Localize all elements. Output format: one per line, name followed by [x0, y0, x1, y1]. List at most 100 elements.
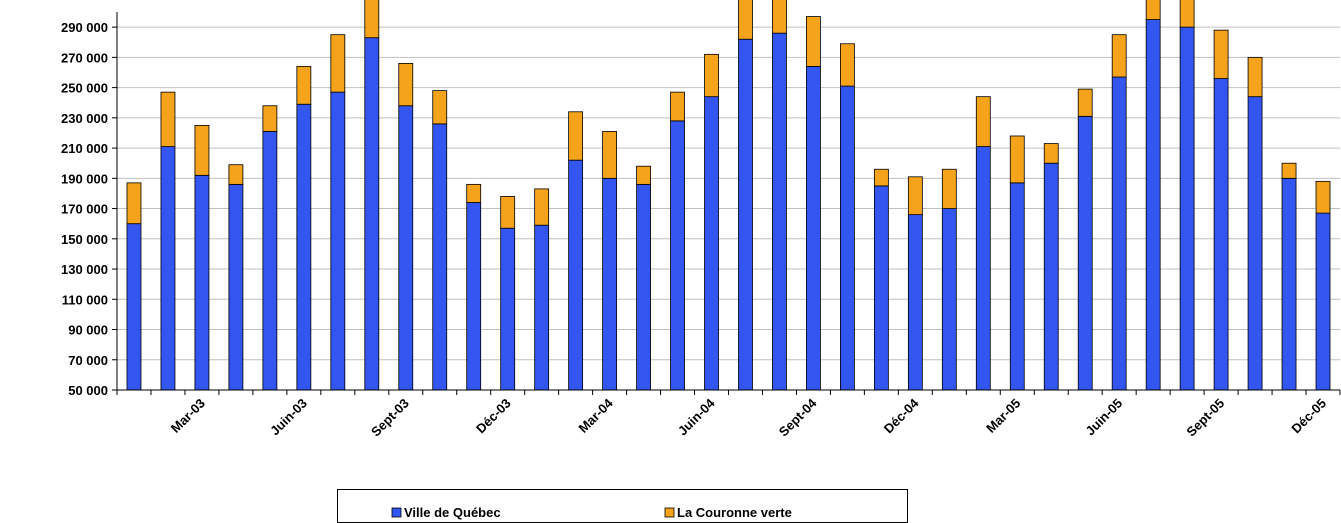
bar-segment [398, 63, 414, 107]
bar-segment [1077, 115, 1093, 391]
bar-segment [126, 182, 142, 225]
bar-segment [364, 0, 380, 39]
bar-segment [941, 168, 957, 209]
legend-swatch [391, 507, 402, 518]
y-tick-label: 90 000 [68, 323, 108, 338]
bar-segment [330, 91, 346, 391]
bar-segment [1213, 78, 1229, 391]
bar-segment [534, 224, 550, 391]
y-tick-label: 210 000 [61, 141, 108, 156]
bar-segment [840, 85, 855, 391]
bar-segment [228, 164, 244, 185]
y-tick-label: 150 000 [61, 232, 108, 247]
y-tick-label: 50 000 [68, 383, 108, 398]
bar-segment [568, 159, 584, 391]
x-tick-label: Juin-05 [1083, 396, 1126, 439]
bar-segment [907, 176, 923, 216]
x-tick-label: Sept-04 [776, 395, 820, 439]
x-tick-label: Mar-04 [575, 395, 616, 436]
bar-segment [1077, 88, 1093, 117]
bar-segment [1179, 0, 1195, 28]
bar-segment [704, 96, 719, 391]
x-tick-label: Juin-03 [267, 396, 310, 439]
bar-segment [670, 120, 685, 391]
bar-segment [296, 66, 312, 105]
y-tick-label: 190 000 [61, 171, 108, 186]
bar-segment [432, 90, 448, 125]
bar-segment [568, 111, 584, 161]
bar-segment [466, 202, 482, 391]
bar-segment [262, 131, 278, 391]
bar-segment [1281, 162, 1297, 179]
bar-segment [636, 165, 651, 185]
bar-segment [228, 183, 244, 391]
x-tick-label: Sept-03 [368, 396, 412, 440]
bar-segment [330, 34, 346, 93]
bar-segment [1111, 34, 1127, 78]
y-tick-label: 110 000 [62, 292, 108, 307]
bar-segment [873, 168, 889, 187]
y-tick-label: 270 000 [61, 50, 108, 65]
x-tick-label: Déc-03 [473, 396, 514, 437]
bar-segment [296, 103, 312, 391]
legend: Ville de Québec La Couronne verte [337, 489, 908, 523]
x-tick-label: Déc-04 [881, 395, 922, 436]
bar-segment [670, 91, 685, 122]
bar-segment [1281, 177, 1297, 391]
legend-box [337, 489, 908, 523]
bar-segment [772, 32, 787, 391]
y-tick-label: 170 000 [61, 202, 108, 217]
bar-segment [1213, 29, 1229, 79]
bar-segment [1111, 76, 1127, 391]
legend-label: Ville de Québec [404, 505, 501, 520]
y-tick-label: 70 000 [68, 353, 108, 368]
bar-segment [738, 0, 753, 40]
bar-segment [1247, 56, 1263, 98]
bar-segment [398, 105, 414, 391]
legend-swatch [664, 507, 675, 518]
bar-segment [1043, 143, 1059, 164]
x-tick-label: Juin-04 [675, 395, 718, 438]
x-tick-label: Mar-03 [168, 396, 208, 436]
bar-segment [772, 0, 787, 34]
bar-segment [364, 37, 380, 391]
x-tick-label: Mar-05 [983, 396, 1023, 436]
x-tick-label: Sept-05 [1183, 396, 1227, 440]
y-tick-label: 290 000 [61, 20, 108, 35]
bar-segment [160, 91, 176, 147]
bar-segment [126, 223, 142, 391]
bar-segment [907, 214, 923, 391]
bar-segment [1145, 0, 1161, 20]
bar-segment [738, 38, 753, 391]
bar-segment [636, 183, 651, 391]
bar-segment [975, 146, 991, 391]
legend-label: La Couronne verte [677, 505, 792, 520]
bar-segment [262, 105, 278, 132]
bar-segment [1247, 96, 1263, 391]
bar-segment [194, 174, 210, 391]
bar-segment [806, 66, 821, 391]
bar-segment [432, 123, 448, 391]
bar-segment [840, 43, 855, 87]
bar-segment [1179, 26, 1195, 391]
bar-segment [1315, 180, 1331, 214]
bar-segment [602, 131, 617, 179]
bar-segment [500, 227, 516, 391]
bar-segment [1145, 19, 1161, 391]
bar-segment [975, 96, 991, 147]
x-tick-label: Déc-05 [1288, 396, 1329, 437]
y-tick-label: 250 000 [61, 81, 108, 96]
bar-segment [1009, 135, 1025, 184]
bar-segment [500, 196, 516, 229]
y-tick-label: 230 000 [61, 111, 108, 126]
bar-segment [1043, 162, 1059, 391]
y-tick-label: 130 000 [61, 262, 108, 277]
bar-segment [806, 16, 821, 67]
bar-segment [534, 188, 550, 226]
bar-segment [160, 146, 176, 391]
bar-segment [1315, 212, 1331, 391]
bar-segment [194, 125, 210, 176]
bar-segment [466, 183, 482, 203]
bar-segment [602, 177, 617, 391]
